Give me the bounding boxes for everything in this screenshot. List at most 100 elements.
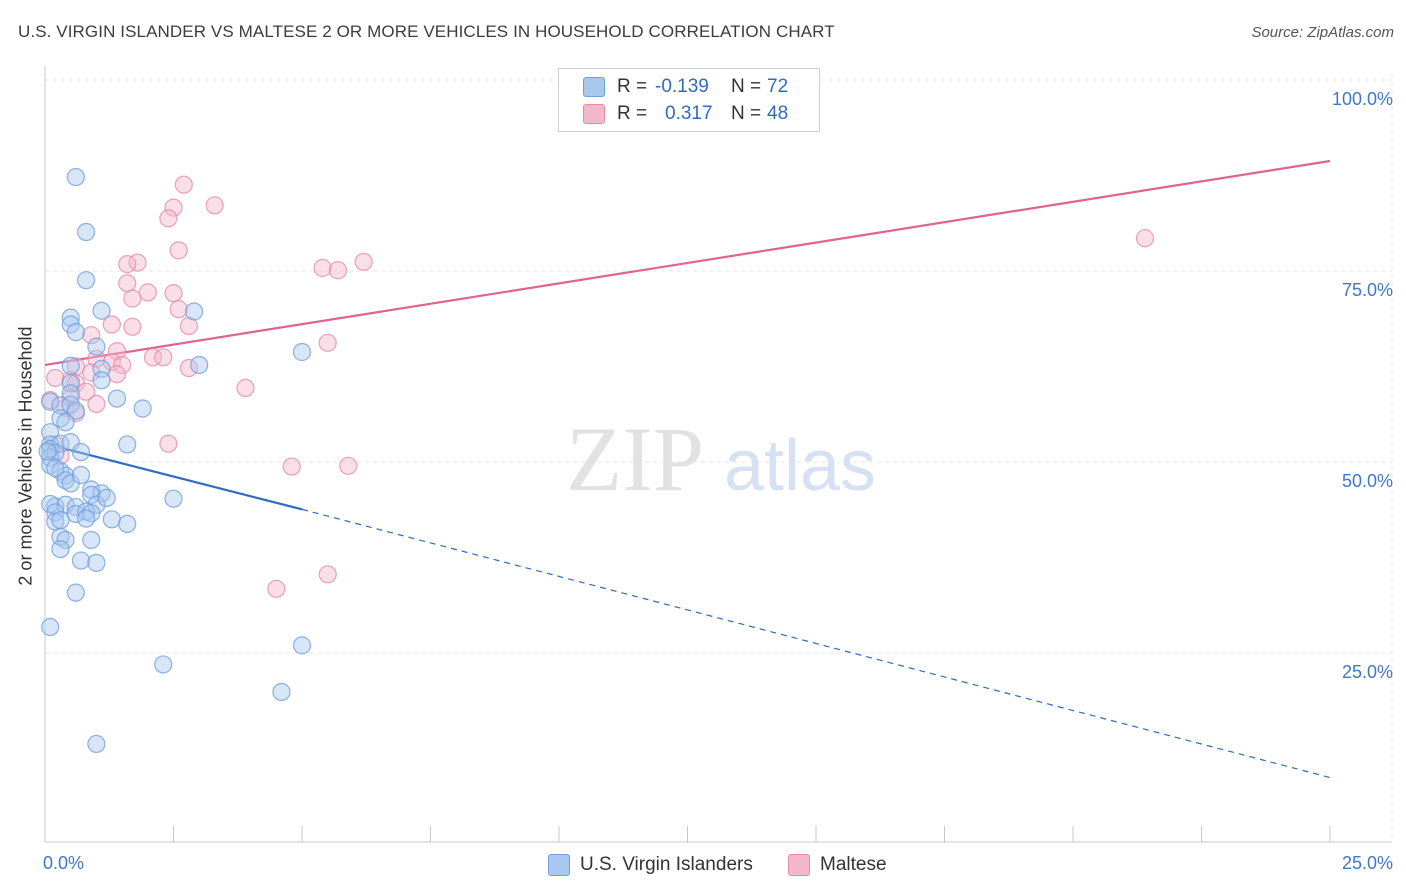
point-virgin-islanders	[77, 222, 96, 242]
bottom-legend-virgin-islanders: U.S. Virgin Islanders	[548, 852, 753, 878]
axes	[44, 66, 1392, 843]
point-maltese	[102, 315, 121, 334]
point-virgin-islanders	[71, 551, 91, 570]
legend-r-label: R =	[617, 103, 648, 124]
y-tick-label: 100.0%	[1332, 89, 1393, 109]
point-virgin-islanders	[154, 655, 173, 674]
point-maltese	[169, 241, 188, 260]
point-maltese	[138, 283, 157, 302]
bottom-legend-maltese: Maltese	[788, 852, 887, 878]
point-maltese	[1135, 229, 1155, 248]
point-virgin-islanders	[102, 510, 121, 529]
point-maltese	[205, 196, 224, 215]
y-tick-label: 50.0%	[1342, 471, 1393, 491]
point-virgin-islanders	[41, 617, 60, 637]
point-virgin-islanders	[97, 488, 116, 508]
bottom-legend-swatch-pink	[788, 854, 810, 876]
point-virgin-islanders	[41, 392, 60, 411]
stats-legend: R = -0.139 N = 72 R = 0.317 N = 48	[558, 68, 820, 132]
point-virgin-islanders	[184, 302, 204, 321]
point-maltese	[118, 255, 137, 274]
point-maltese	[179, 358, 199, 378]
point-virgin-islanders	[66, 323, 85, 342]
legend-r-value: 0.317	[665, 103, 713, 124]
point-virgin-islanders	[66, 583, 85, 602]
point-maltese	[112, 355, 132, 375]
point-maltese	[123, 317, 142, 336]
legend-r-label: R =	[617, 76, 648, 97]
point-maltese	[77, 382, 96, 401]
point-maltese	[87, 394, 106, 414]
point-maltese	[82, 363, 101, 382]
point-maltese	[313, 258, 332, 278]
point-virgin-islanders	[92, 371, 111, 390]
point-maltese	[159, 434, 178, 453]
x-tick-label: 0.0%	[43, 853, 84, 873]
point-virgin-islanders	[66, 497, 85, 517]
point-virgin-islanders	[92, 301, 111, 320]
bottom-legend-label: U.S. Virgin Islanders	[580, 854, 753, 875]
point-virgin-islanders	[71, 442, 91, 462]
point-virgin-islanders	[66, 167, 85, 187]
point-virgin-islanders	[51, 510, 70, 530]
trend-line-virgin-islanders-extrapolated	[301, 508, 1331, 779]
legend-n-label: N =	[731, 103, 762, 124]
legend-n-label: N =	[731, 76, 762, 97]
point-virgin-islanders	[87, 553, 106, 572]
legend-r-value: -0.139	[655, 76, 709, 97]
point-virgin-islanders	[71, 465, 91, 485]
grid-lines	[45, 74, 1393, 842]
point-maltese	[164, 284, 183, 303]
legend-n-value: 72	[767, 76, 789, 97]
point-maltese	[159, 209, 178, 228]
point-virgin-islanders	[292, 636, 312, 655]
point-virgin-islanders	[118, 435, 137, 454]
point-virgin-islanders	[133, 399, 152, 418]
point-maltese	[318, 565, 337, 584]
point-virgin-islanders	[272, 682, 291, 702]
point-virgin-islanders	[82, 504, 101, 523]
point-virgin-islanders	[77, 509, 96, 528]
point-virgin-islanders	[56, 413, 75, 432]
point-virgin-islanders	[164, 489, 183, 508]
watermark-zip: ZIP	[566, 408, 704, 510]
point-virgin-islanders	[66, 401, 85, 420]
point-virgin-islanders	[38, 442, 57, 461]
y-tick-label: 75.0%	[1342, 280, 1393, 300]
point-virgin-islanders	[46, 459, 65, 478]
chart-title: U.S. VIRGIN ISLANDER VS MALTESE 2 OR MOR…	[18, 22, 835, 41]
point-virgin-islanders	[87, 734, 106, 754]
legend-swatch-blue	[583, 77, 605, 97]
point-maltese	[143, 348, 163, 367]
point-virgin-islanders	[82, 530, 101, 550]
point-maltese	[169, 300, 188, 319]
trend-line-maltese	[44, 159, 1331, 367]
data-points	[38, 167, 1155, 754]
point-maltese	[107, 365, 127, 384]
trend-lines	[44, 159, 1331, 779]
point-maltese	[339, 456, 358, 475]
point-maltese	[354, 252, 373, 271]
legend-n-value: 48	[767, 103, 789, 124]
x-tick-label: 25.0%	[1342, 853, 1393, 873]
point-maltese	[154, 348, 173, 367]
point-virgin-islanders	[61, 356, 80, 375]
bottom-legend-swatch-blue	[548, 854, 570, 876]
point-maltese	[164, 198, 183, 217]
tick-labels: 100.0% 75.0% 50.0% 25.0% 0.0% 25.0%	[43, 89, 1393, 873]
watermark-atlas: atlas	[724, 426, 876, 506]
point-maltese	[174, 175, 193, 194]
point-maltese	[82, 326, 101, 345]
point-maltese	[118, 274, 137, 293]
point-virgin-islanders	[61, 374, 80, 393]
point-virgin-islanders	[82, 485, 101, 504]
legend-swatch-pink	[583, 104, 605, 124]
point-virgin-islanders	[51, 539, 70, 559]
y-axis-label: 2 or more Vehicles in Household	[15, 326, 36, 586]
point-maltese	[107, 342, 127, 361]
point-virgin-islanders	[118, 514, 137, 533]
point-maltese	[123, 289, 142, 308]
point-maltese	[318, 333, 337, 352]
y-tick-label: 25.0%	[1342, 662, 1393, 682]
